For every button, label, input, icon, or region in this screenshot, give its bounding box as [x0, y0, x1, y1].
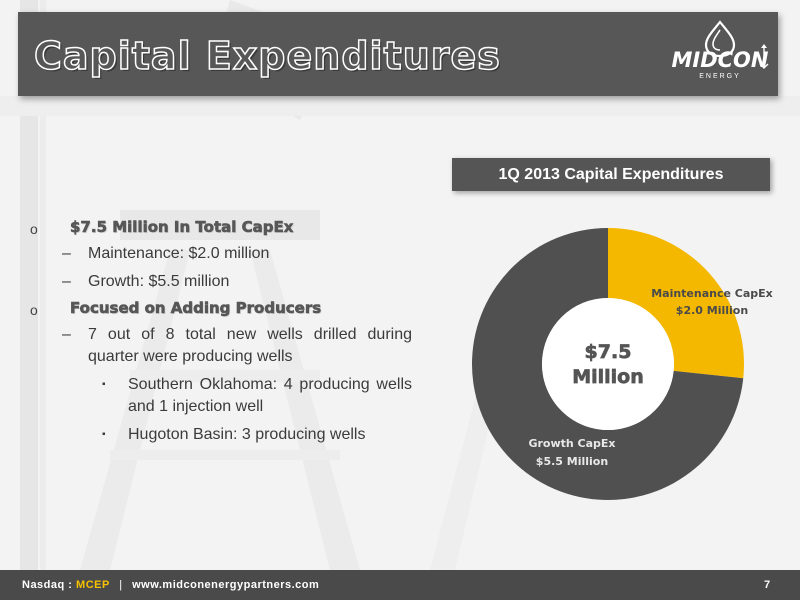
ticker-symbol: MCEP	[76, 579, 110, 591]
capex-donut-chart: $7.5 Million Maintenance CapEx $2.0 Million…	[472, 228, 773, 501]
bullet-list: o $7.5 Million In Total CapEx – Maintena…	[30, 218, 412, 452]
exchange-label: Nasdaq :	[22, 579, 73, 591]
bullet-text: Growth: $5.5 million	[88, 273, 230, 290]
bullet-text: Maintenance: $2.0 million	[88, 245, 270, 262]
bullet-text: Southern Oklahoma: 4 producing wells and…	[128, 376, 412, 415]
page-title: Capital Expenditures	[33, 33, 501, 79]
midcon-logo: MIDCON ENERGY	[668, 18, 772, 94]
bullet-text: $7.5 Million In Total CapEx	[70, 218, 294, 237]
oil-drop-icon	[704, 20, 769, 69]
bullet-level3: ▪ Hugoton Basin: 3 producing wells	[30, 424, 412, 446]
footer-info: Nasdaq : MCEP | www.midconenergypartners…	[22, 579, 319, 591]
dash-bullet-icon: –	[62, 326, 71, 343]
bullet-level3: ▪ Southern Oklahoma: 4 producing wells a…	[30, 374, 412, 418]
maintenance-slice	[608, 228, 744, 379]
page-number: 7	[764, 579, 771, 591]
footer-separator: |	[119, 579, 123, 591]
bullet-text: 7 out of 8 total new wells drilled durin…	[88, 326, 412, 365]
bullet-level1: o Focused on Adding Producers	[30, 299, 412, 318]
bullet-text: Hugoton Basin: 3 producing wells	[128, 426, 366, 443]
square-bullet-icon: ▪	[102, 379, 106, 390]
growth-slice-label: Growth CapEx	[528, 437, 615, 450]
donut-hole	[542, 298, 674, 430]
title-bar: Capital Expenditures MIDCON ENERGY	[18, 12, 778, 96]
bullet-text: Focused on Adding Producers	[70, 299, 322, 318]
logo-wordmark: MIDCON	[671, 48, 769, 72]
website-link[interactable]: www.midconenergypartners.com	[132, 579, 320, 591]
center-total-label: Million	[572, 366, 644, 388]
bullet-level2: – 7 out of 8 total new wells drilled dur…	[30, 324, 412, 368]
center-total-label: $7.5	[585, 341, 632, 363]
maintenance-slice-value: $2.0 Million	[676, 304, 748, 317]
chart-title: 1Q 2013 Capital Expenditures	[452, 158, 770, 191]
bullet-level2: – Maintenance: $2.0 million	[30, 243, 412, 265]
maintenance-slice-label: Maintenance CapEx	[651, 287, 773, 300]
growth-slice	[472, 228, 744, 501]
footer-bar: Nasdaq : MCEP | www.midconenergypartners…	[0, 570, 800, 600]
dash-bullet-icon: –	[62, 245, 71, 262]
logo-subtext: ENERGY	[699, 73, 741, 80]
circle-bullet-icon: o	[30, 302, 38, 318]
circle-bullet-icon: o	[30, 221, 38, 237]
dash-bullet-icon: –	[62, 273, 71, 290]
square-bullet-icon: ▪	[102, 429, 106, 440]
bullet-level1: o $7.5 Million In Total CapEx	[30, 218, 412, 237]
bullet-level2: – Growth: $5.5 million	[30, 271, 412, 293]
growth-slice-value: $5.5 Million	[536, 455, 608, 468]
